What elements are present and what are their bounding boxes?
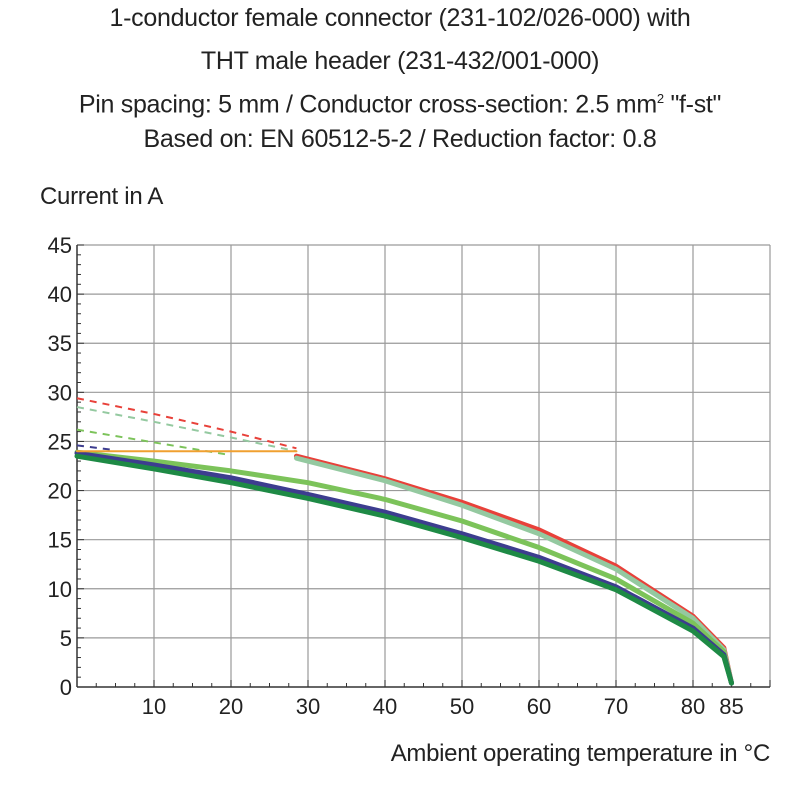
series-dashed-line [76, 444, 116, 452]
y-tick-label: 25 [48, 429, 72, 454]
y-tick-label: 0 [60, 675, 72, 700]
y-tick-label: 30 [48, 380, 72, 405]
x-axis-label: Ambient operating temperature in °C [390, 740, 771, 767]
y-tick-label: 35 [48, 331, 72, 356]
x-tick-label: 80 [681, 694, 705, 719]
title-line-3-suffix: "f-st" [663, 90, 722, 119]
y-tick-label: 45 [48, 233, 72, 258]
x-tick-label: 60 [527, 694, 551, 719]
title-line-2: THT male header (231-432/001-000) [200, 47, 600, 75]
x-tick-label: 40 [373, 694, 397, 719]
y-tick-label: 15 [48, 528, 72, 553]
title-line-3-superscript: 2 [656, 91, 664, 106]
y-tick-label: 5 [60, 626, 72, 651]
y-tick-label: 20 [48, 479, 72, 504]
series-line [74, 449, 734, 686]
title-line-3: Pin spacing: 5 mm / Conductor cross-sect… [0, 80, 800, 123]
series-dashed-line [76, 406, 297, 453]
x-tick-label: 10 [142, 694, 166, 719]
y-axis-label: Current in A [40, 183, 164, 210]
title-line-1: 1-conductor female connector (231-102/02… [109, 4, 691, 32]
y-tick-label: 10 [48, 577, 72, 602]
x-tick-label: 30 [296, 694, 320, 719]
y-tick-label: 40 [48, 282, 72, 307]
series-line [74, 453, 734, 686]
title-line-3-main: Pin spacing: 5 mm / Conductor cross-sect… [78, 90, 657, 119]
x-tick-label: 85 [719, 694, 743, 719]
series-dashed-line [76, 397, 297, 450]
x-tick-label: 50 [450, 694, 474, 719]
x-tick-label: 20 [219, 694, 243, 719]
title-line-4: Based on: EN 60512-5-2 / Reduction facto… [143, 125, 657, 153]
x-tick-label: 70 [604, 694, 628, 719]
